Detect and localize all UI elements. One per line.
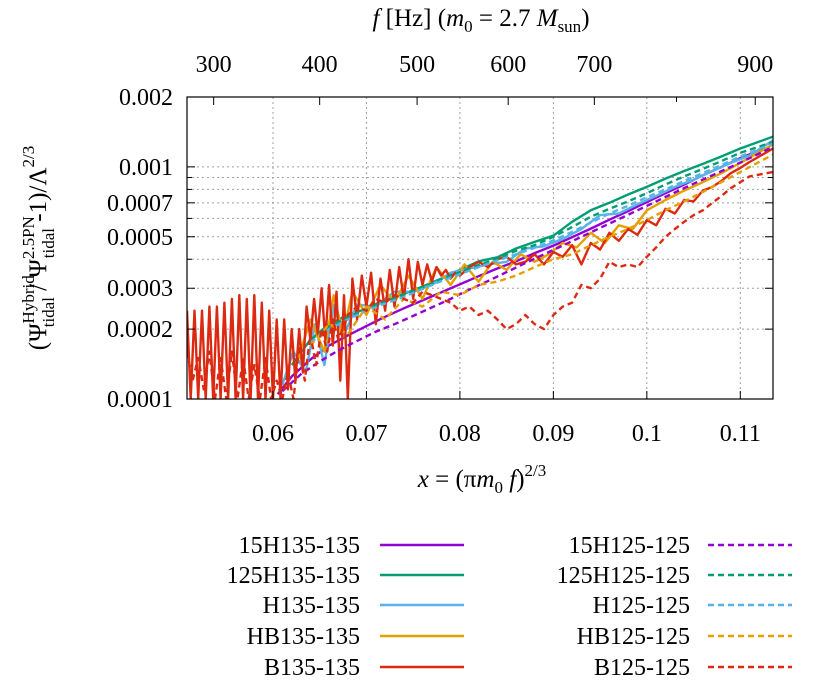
legend-label: H125-125 <box>593 593 690 619</box>
x-tick-label: 0.11 <box>720 421 761 447</box>
x-tick-label: 0.09 <box>532 421 574 447</box>
series-line-H125-125 <box>309 142 773 344</box>
series-line-B125-125 <box>187 170 773 399</box>
y-tick-label: 0.0007 <box>107 191 173 217</box>
y-tick-label: 0.0003 <box>107 276 173 302</box>
series-line-B135-135 <box>187 147 773 399</box>
top-tick-label: 300 <box>196 52 232 78</box>
legend-label: 15H135-135 <box>239 533 360 559</box>
y-axis-title: (ΨHybridtidal / Ψ2.5PNtidal -1)/Λ2/3 <box>19 146 58 350</box>
legend-label: B125-125 <box>594 655 690 681</box>
legend-label: 125H135-135 <box>227 563 360 589</box>
x-tick-label: 0.06 <box>252 421 294 447</box>
y-tick-label: 0.0001 <box>107 387 173 413</box>
x-tick-label: 0.1 <box>632 421 662 447</box>
plot-frame <box>186 96 774 400</box>
legend-label: B135-135 <box>264 655 360 681</box>
y-tick-label: 0.0005 <box>107 225 173 251</box>
series-line-HB135-135 <box>295 143 773 366</box>
x-axis-title: x = (πm0 f)2/3 <box>417 461 547 497</box>
legend-label: 15H125-125 <box>569 533 690 559</box>
top-tick-label: 700 <box>576 52 612 78</box>
top-tick-label: 500 <box>399 52 435 78</box>
y-tick-label: 0.002 <box>119 85 173 111</box>
legend-label: HB125-125 <box>577 624 690 650</box>
x-tick-label: 0.08 <box>439 421 481 447</box>
series-line-125H135-135 <box>290 135 773 366</box>
legend-label: 125H125-125 <box>557 563 690 589</box>
y-tick-label: 0.0002 <box>107 317 173 343</box>
series-line-125H125-125 <box>309 140 773 341</box>
series-line-HB125-125 <box>309 153 773 347</box>
y-tick-label: 0.001 <box>119 155 173 181</box>
tick-layer: 0.06 0.07 0.08 0.09 0.1 0.11 300 400 500 600 700 90… <box>107 52 773 447</box>
x-tick-label: 0.07 <box>345 421 387 447</box>
top-tick-label: 900 <box>737 52 773 78</box>
top-tick-label: 400 <box>302 52 338 78</box>
legend-label: HB135-135 <box>247 624 360 650</box>
series-line-15H125-125 <box>281 145 773 393</box>
top-axis-title: f [Hz] (m0 = 2.7 Msun) <box>372 5 589 36</box>
series-line-H135-135 <box>281 139 773 386</box>
series-layer <box>187 135 773 399</box>
top-tick-label: 600 <box>490 52 526 78</box>
legend-label: H135-135 <box>263 593 360 619</box>
series-line-15H135-135 <box>276 147 765 395</box>
legend: 15H135-135 125H135-135 H135-135 HB135-135 B1… <box>227 533 792 681</box>
